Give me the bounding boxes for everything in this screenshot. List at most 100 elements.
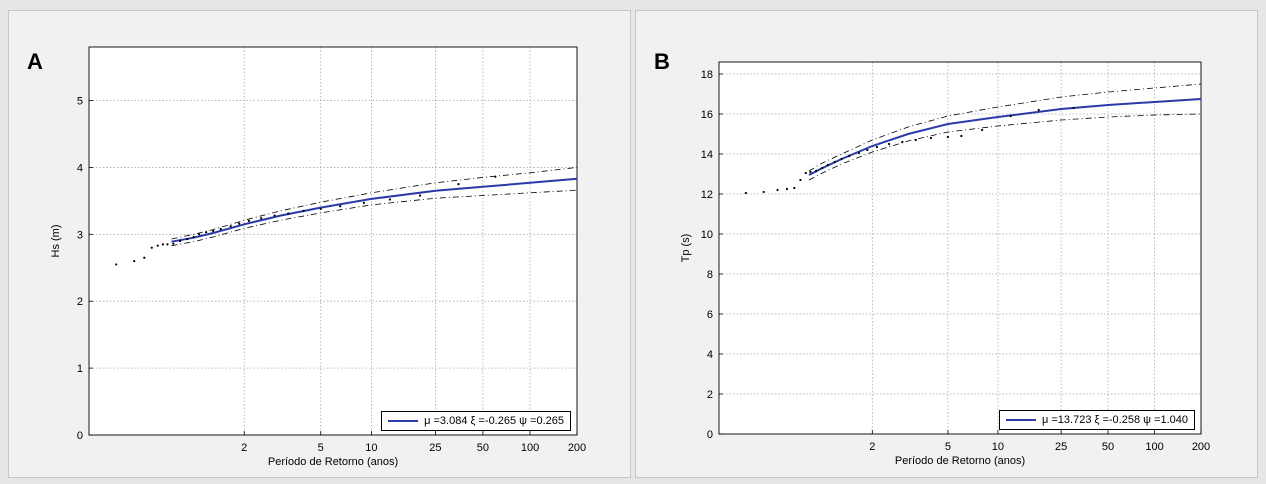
panel-b: B 2 5 10 25 50 100 200 0 2 4 6 8 10 12 14 16 18 Período d…	[635, 10, 1258, 478]
y-tick-label: 2	[707, 389, 713, 401]
y-tick-label: 2	[77, 296, 83, 308]
data-point	[287, 212, 290, 215]
data-point	[866, 148, 869, 152]
data-point	[115, 263, 118, 266]
x-tick-label: 10	[365, 442, 377, 454]
data-point	[143, 256, 146, 259]
data-point	[887, 142, 891, 146]
data-point	[457, 183, 460, 186]
data-point	[821, 166, 824, 170]
data-point	[815, 169, 818, 173]
data-point	[229, 225, 232, 228]
data-point	[273, 214, 276, 217]
y-tick-label: 4	[707, 349, 713, 361]
data-point	[762, 190, 765, 194]
data-point	[901, 140, 904, 144]
x-tick-label: 50	[477, 442, 489, 454]
plot-area	[719, 62, 1201, 434]
lower-bound-line	[171, 189, 578, 247]
data-point	[260, 217, 263, 220]
data-point	[212, 229, 215, 233]
x-tick-label: 100	[521, 442, 539, 454]
data-point	[161, 243, 165, 246]
data-point	[929, 136, 933, 140]
data-point	[362, 201, 365, 204]
data-point	[192, 235, 195, 239]
y-tick-label: 16	[701, 109, 713, 121]
observed-points	[115, 175, 497, 266]
fit-line	[171, 177, 578, 243]
x-tick-label: 25	[1055, 441, 1067, 453]
data-point	[133, 259, 136, 263]
data-point	[172, 242, 175, 245]
data-point	[809, 170, 812, 174]
data-point	[247, 219, 251, 223]
x-tick-label: 25	[429, 442, 441, 454]
x-tick-label: 100	[1145, 441, 1163, 453]
upper-bound-line	[171, 167, 578, 240]
data-point	[857, 151, 861, 155]
data-point	[960, 134, 963, 138]
legend-line-swatch	[1005, 419, 1036, 421]
data-point	[826, 163, 829, 167]
data-point	[319, 207, 322, 210]
axes-frame	[88, 46, 578, 436]
x-tick-label: 50	[1102, 441, 1114, 453]
legend-text: μ =13.723 ξ =-0.258 ψ =1.040	[1041, 414, 1188, 426]
legend: μ =13.723 ξ =-0.258 ψ =1.040	[998, 410, 1195, 430]
panel-letter: B	[654, 49, 670, 74]
legend: μ =3.084 ξ =-0.265 ψ =0.265	[381, 411, 571, 431]
data-point	[219, 227, 222, 231]
data-point	[238, 222, 241, 225]
data-point	[1072, 106, 1075, 110]
data-point	[848, 154, 851, 158]
upper-bound-line	[808, 83, 1202, 172]
y-tick-label: 3	[77, 229, 83, 241]
data-point	[156, 244, 159, 247]
data-point	[388, 198, 392, 201]
y-tick-label: 6	[707, 309, 713, 321]
data-point	[198, 233, 201, 236]
y-tick-label: 5	[77, 96, 83, 108]
panel-letter: A	[27, 49, 43, 74]
data-point	[205, 231, 208, 234]
y-axis-label: Hs (m)	[50, 225, 62, 258]
y-tick-label: 1	[77, 363, 83, 375]
x-tick-label: 2	[241, 442, 247, 454]
data-point	[744, 191, 748, 195]
y-tick-label: 0	[77, 430, 83, 442]
y-tick-label: 4	[77, 162, 83, 174]
y-tick-label: 14	[701, 149, 713, 161]
data-point	[914, 138, 917, 142]
x-axis-label: Período de Retorno (anos)	[268, 456, 398, 468]
panel-a: A 2 5 10 25 50 100 200 0 1 2 3 4 5 Período de Retorno…	[8, 10, 631, 478]
y-tick-label: 12	[701, 189, 713, 201]
data-point	[875, 145, 879, 149]
plot-area	[89, 47, 577, 435]
y-axis-label: Tp (s)	[680, 234, 692, 263]
data-point	[840, 157, 843, 161]
data-point	[1037, 108, 1040, 112]
data-point	[186, 237, 189, 241]
x-tick-label: 2	[869, 441, 875, 453]
data-point	[418, 194, 422, 197]
data-point	[179, 239, 182, 243]
data-point	[494, 175, 497, 178]
x-tick-label: 10	[992, 441, 1004, 453]
lower-bound-line	[808, 113, 1202, 181]
x-tick-label: 5	[318, 442, 324, 454]
y-tick-label: 8	[707, 269, 713, 281]
y-tick-label: 10	[701, 229, 713, 241]
data-point	[981, 128, 984, 132]
x-axis-label: Período de Retorno (anos)	[895, 455, 1025, 467]
x-tick-label: 200	[568, 442, 586, 454]
x-tick-label: 200	[1192, 441, 1210, 453]
observed-points	[744, 106, 1075, 195]
data-point	[776, 188, 779, 192]
figure: A 2 5 10 25 50 100 200 0 1 2 3 4 5 Período de Retorno…	[8, 10, 1258, 478]
x-tick-label: 5	[945, 441, 951, 453]
data-point	[833, 160, 836, 164]
legend-text: μ =3.084 ξ =-0.265 ψ =0.265	[424, 415, 564, 427]
